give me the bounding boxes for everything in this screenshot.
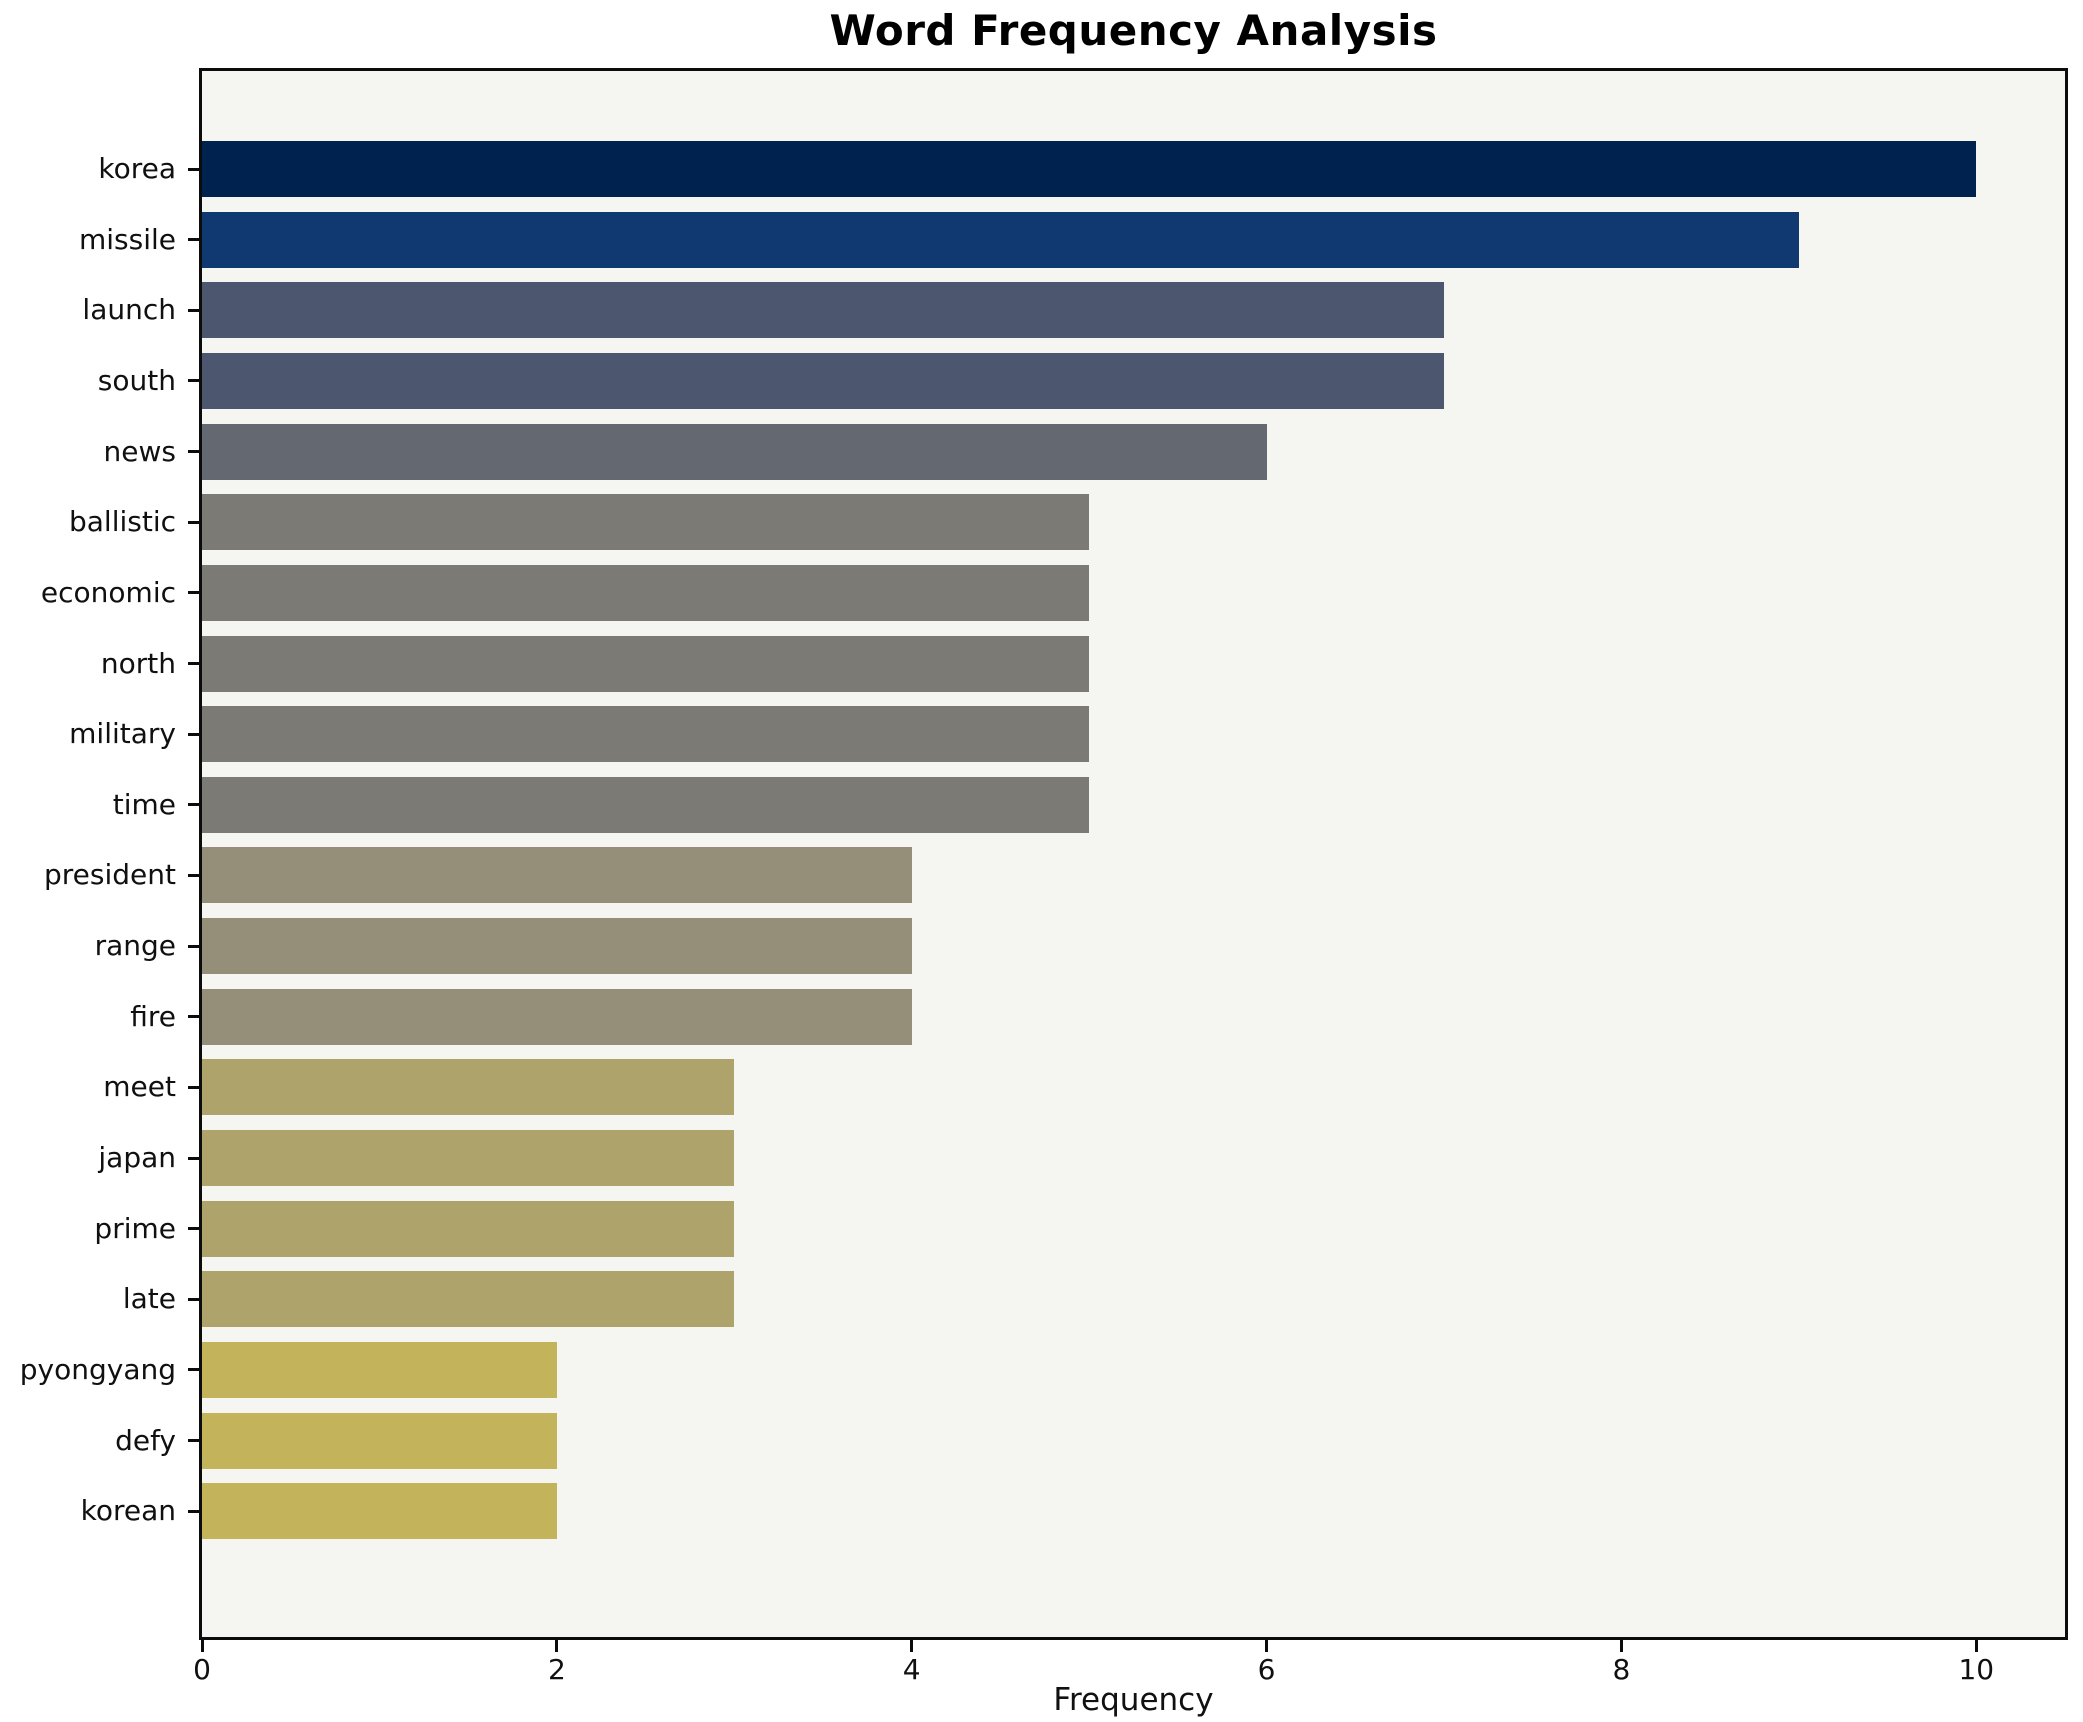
y-tick-label-korean: korean xyxy=(80,1494,176,1528)
x-tick-mark xyxy=(1265,1640,1269,1652)
y-tick-mark xyxy=(188,520,201,524)
bar-north xyxy=(202,635,1090,692)
y-tick-mark xyxy=(188,1368,201,1372)
x-tick-mark xyxy=(555,1640,559,1652)
x-tick-label-2: 2 xyxy=(547,1653,566,1686)
x-tick-label-10: 10 xyxy=(1958,1653,1995,1686)
bar-korea xyxy=(202,141,1977,197)
y-tick-mark xyxy=(188,732,201,736)
chart-title: Word Frequency Analysis xyxy=(829,6,1438,55)
x-tick-mark xyxy=(910,1640,914,1652)
y-tick-mark xyxy=(188,1085,201,1089)
x-axis-label: Frequency xyxy=(1053,1682,1214,1718)
bar-news xyxy=(202,423,1267,480)
y-tick-mark xyxy=(188,167,201,171)
y-tick-label-economic: economic xyxy=(40,575,176,609)
y-tick-label-president: president xyxy=(44,858,176,892)
bar-military xyxy=(202,706,1090,763)
bars-container xyxy=(202,71,2065,1637)
bar-defy xyxy=(202,1412,557,1469)
bar-launch xyxy=(202,282,1444,339)
y-tick-label-news: news xyxy=(103,434,176,468)
plot-area xyxy=(199,68,2068,1640)
y-tick-mark xyxy=(188,944,201,948)
bar-meet xyxy=(202,1059,735,1116)
y-tick-mark xyxy=(188,450,201,454)
y-tick-label-launch: launch xyxy=(82,293,176,327)
y-tick-label-meet: meet xyxy=(103,1070,176,1104)
bar-pyongyang xyxy=(202,1341,557,1398)
y-tick-mark xyxy=(188,662,201,665)
y-tick-label-prime: prime xyxy=(94,1211,176,1245)
x-tick-mark xyxy=(1974,1640,1978,1652)
bar-time xyxy=(202,776,1090,833)
y-tick-mark xyxy=(188,1156,201,1160)
y-tick-mark xyxy=(188,873,201,877)
bar-prime xyxy=(202,1200,735,1257)
y-tick-mark xyxy=(188,379,201,383)
bar-korean xyxy=(202,1483,557,1540)
y-tick-mark xyxy=(188,1297,201,1301)
y-tick-label-south: south xyxy=(97,363,176,397)
bar-south xyxy=(202,352,1444,409)
x-tick-label-4: 4 xyxy=(902,1653,921,1686)
bar-economic xyxy=(202,564,1090,621)
bar-ballistic xyxy=(202,494,1090,551)
bar-fire xyxy=(202,988,912,1045)
y-tick-label-missile: missile xyxy=(78,222,176,256)
y-tick-label-range: range xyxy=(94,929,176,962)
y-tick-mark xyxy=(188,1509,201,1513)
x-tick-label-0: 0 xyxy=(193,1653,211,1686)
y-tick-label-time: time xyxy=(112,787,176,821)
y-tick-mark xyxy=(188,591,201,595)
bar-president xyxy=(202,847,912,904)
bar-japan xyxy=(202,1130,735,1186)
y-tick-mark xyxy=(188,803,201,807)
y-tick-label-military: military xyxy=(69,717,176,751)
x-tick-label-6: 6 xyxy=(1257,1653,1276,1686)
y-tick-mark xyxy=(188,1227,201,1231)
y-tick-mark xyxy=(188,1439,201,1442)
x-tick-label-8: 8 xyxy=(1612,1653,1631,1686)
y-tick-label-defy: defy xyxy=(115,1423,176,1457)
y-tick-label-japan: japan xyxy=(98,1141,176,1174)
bar-range xyxy=(202,918,912,974)
x-tick-mark xyxy=(1619,1640,1623,1652)
y-tick-label-north: north xyxy=(100,646,176,680)
y-tick-mark xyxy=(188,238,201,242)
x-tick-mark xyxy=(200,1640,204,1652)
bar-late xyxy=(202,1271,735,1328)
bar-missile xyxy=(202,211,1799,268)
y-tick-label-korea: korea xyxy=(98,152,176,185)
y-tick-label-pyongyang: pyongyang xyxy=(19,1352,176,1386)
y-tick-label-late: late xyxy=(122,1282,176,1316)
y-tick-label-ballistic: ballistic xyxy=(68,505,176,539)
y-tick-mark xyxy=(188,308,201,312)
y-tick-label-fire: fire xyxy=(130,999,176,1033)
y-tick-mark xyxy=(188,1015,201,1019)
